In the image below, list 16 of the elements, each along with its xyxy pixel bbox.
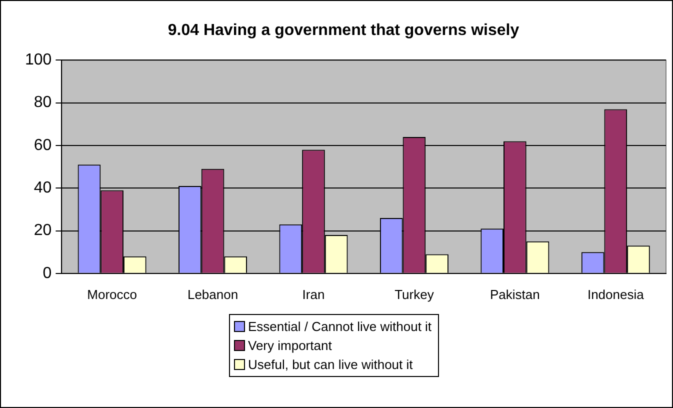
chart-title: 9.04 Having a government that governs wisely <box>168 22 520 40</box>
legend-label: Useful, but can live without it <box>248 356 413 374</box>
x-tick-label: Morocco <box>87 286 137 302</box>
y-tick-label: 0 <box>42 264 52 282</box>
y-tick-label: 100 <box>24 52 52 69</box>
legend-label: Very important <box>248 337 332 355</box>
y-tick-label: 40 <box>34 180 52 197</box>
y-tick-label: 60 <box>34 136 52 154</box>
y-tick-label: 20 <box>34 222 52 240</box>
x-tick-label: Iran <box>302 286 325 302</box>
y-tick-label: 80 <box>34 94 52 112</box>
legend-label: Essential / Cannot live without it <box>248 318 432 336</box>
x-tick-label: Lebanon <box>187 286 238 302</box>
x-tick-label: Pakistan <box>490 286 540 302</box>
x-tick-label: Indonesia <box>587 286 645 302</box>
x-tick-label: Turkey <box>394 286 434 302</box>
